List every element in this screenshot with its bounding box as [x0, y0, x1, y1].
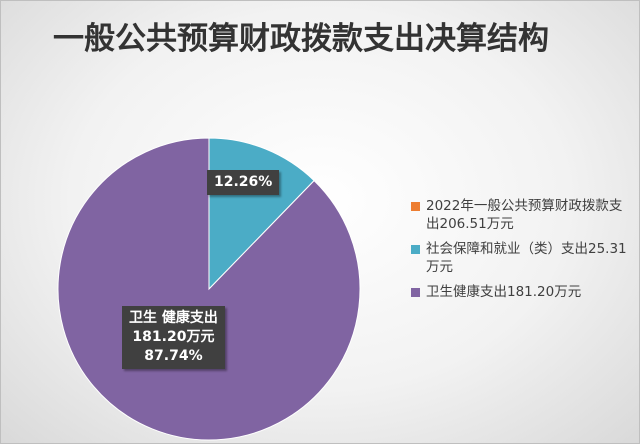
data-label-health: 卫生 健康支出 181.20万元 87.74% [122, 306, 225, 369]
legend-label-total: 2022年一般公共预算财政拨款支出206.51万元 [426, 198, 623, 232]
legend-swatch-health [411, 288, 420, 297]
legend-swatch-total [411, 202, 420, 211]
legend-label-social-security: 社会保障和就业（类）支出25.31万元 [426, 241, 627, 275]
data-label-health-percent: 87.74% [144, 348, 203, 364]
legend-item-health: 卫生健康支出181.20万元 [411, 283, 629, 301]
legend-swatch-social-security [411, 245, 420, 254]
data-label-health-value: 181.20万元 [132, 329, 215, 345]
data-label-social-security: 12.26% [207, 170, 280, 195]
data-label-health-name: 卫生 健康支出 [129, 310, 218, 326]
legend: 2022年一般公共预算财政拨款支出206.51万元 社会保障和就业（类）支出25… [411, 197, 629, 308]
legend-item-total: 2022年一般公共预算财政拨款支出206.51万元 [411, 197, 629, 233]
legend-label-health: 卫生健康支出181.20万元 [426, 284, 582, 300]
legend-item-social-security: 社会保障和就业（类）支出25.31万元 [411, 240, 629, 276]
chart-title: 一般公共预算财政拨款支出决算结构 [53, 21, 549, 57]
